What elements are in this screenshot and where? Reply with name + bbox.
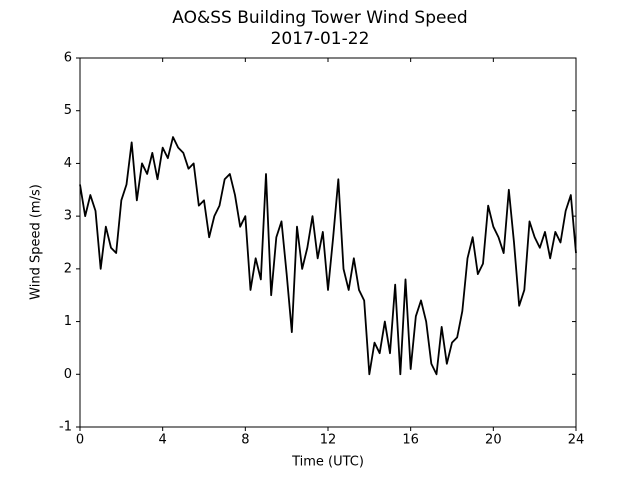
y-tick-label: 2 [64, 261, 72, 276]
x-tick-label: 20 [485, 433, 502, 448]
x-tick-label: 0 [76, 433, 84, 448]
x-tick-label: 4 [159, 433, 167, 448]
chart-title: AO&SS Building Tower Wind Speed [172, 8, 467, 28]
y-tick-label: -1 [59, 420, 72, 435]
y-tick-label: 4 [64, 156, 72, 171]
y-tick-label: 3 [64, 209, 72, 224]
y-tick-label: 0 [64, 367, 72, 382]
chart-subtitle: 2017-01-22 [271, 29, 370, 49]
y-axis-label: Wind Speed (m/s) [29, 184, 44, 300]
y-tick-label: 5 [64, 103, 72, 118]
y-tick-label: 1 [64, 314, 72, 329]
x-tick-label: 16 [402, 433, 419, 448]
x-axis-label: Time (UTC) [291, 455, 364, 470]
x-tick-label: 12 [320, 433, 337, 448]
y-tick-label: 6 [64, 51, 72, 66]
x-tick-label: 8 [241, 433, 249, 448]
x-tick-label: 24 [568, 433, 585, 448]
data-line [79, 136, 577, 376]
plot-frame [79, 57, 577, 428]
